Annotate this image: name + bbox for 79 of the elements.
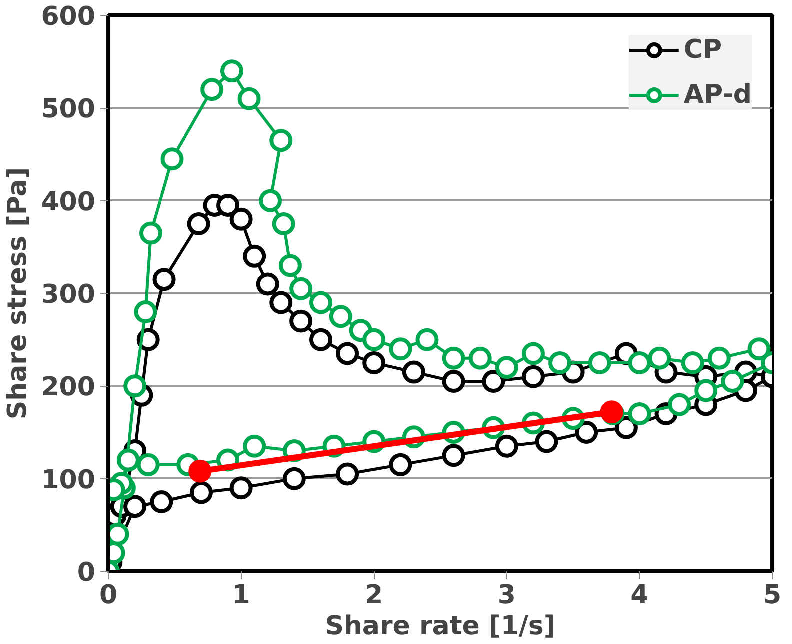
x-tick-label: 5 <box>763 580 782 610</box>
point <box>389 338 412 361</box>
y-tick-label: 200 <box>41 372 96 403</box>
point <box>124 495 147 518</box>
legend-label: AP-d <box>684 80 752 110</box>
point <box>256 272 280 296</box>
point <box>200 78 224 102</box>
x-tick-label: 1 <box>232 580 250 610</box>
point <box>216 194 240 217</box>
x-axis-title: Share rate [1/s] <box>325 612 556 642</box>
point <box>402 360 426 384</box>
y-tick-label: 400 <box>41 187 96 218</box>
point <box>190 481 213 504</box>
point <box>309 328 332 352</box>
point <box>230 208 253 231</box>
point <box>336 462 360 486</box>
point <box>188 460 212 483</box>
point <box>187 212 210 236</box>
point <box>362 352 386 374</box>
y-tick-label: 500 <box>41 94 96 125</box>
point <box>134 300 158 324</box>
point <box>139 222 162 245</box>
point <box>522 342 545 366</box>
point <box>116 448 140 472</box>
y-tick-label: 100 <box>41 465 96 496</box>
point <box>648 346 672 370</box>
point <box>160 148 184 171</box>
point <box>708 346 731 370</box>
point <box>220 60 244 83</box>
point <box>243 434 266 458</box>
point <box>270 291 293 314</box>
point <box>136 453 160 476</box>
point <box>278 254 302 278</box>
point <box>694 379 718 402</box>
point <box>270 129 293 152</box>
point <box>124 374 147 398</box>
point <box>495 356 518 380</box>
point <box>238 87 261 110</box>
point <box>628 402 652 426</box>
point <box>272 212 296 236</box>
point <box>336 342 360 366</box>
point <box>442 444 466 468</box>
point <box>362 328 386 352</box>
point <box>282 467 306 490</box>
point <box>442 370 466 394</box>
y-tick-label: 600 <box>41 2 96 32</box>
legend-label: CP <box>684 35 722 65</box>
point <box>152 268 176 292</box>
point <box>259 189 282 212</box>
point <box>548 352 572 374</box>
x-tick-label: 4 <box>630 580 649 610</box>
point <box>290 310 313 333</box>
point <box>721 370 744 394</box>
point <box>389 453 412 476</box>
point <box>482 370 506 394</box>
point <box>748 338 771 361</box>
y-tick-label: 0 <box>77 558 96 588</box>
point <box>150 490 174 514</box>
y-axis-title: Share stress [Pa] <box>3 167 34 420</box>
point <box>522 365 545 388</box>
point <box>309 291 332 314</box>
point <box>442 346 466 370</box>
point <box>329 305 352 328</box>
point <box>668 393 692 416</box>
point <box>628 352 652 374</box>
point <box>495 434 518 458</box>
x-tick-label: 3 <box>498 580 516 610</box>
point <box>468 346 492 370</box>
point <box>416 328 439 352</box>
x-tick-label: 2 <box>365 580 384 610</box>
point <box>243 244 266 268</box>
y-tick-label: 300 <box>41 280 96 310</box>
point <box>230 476 253 500</box>
point <box>588 352 612 374</box>
point <box>535 430 558 454</box>
point <box>681 352 704 374</box>
point <box>290 277 313 300</box>
x-tick-label: 0 <box>99 580 118 610</box>
point <box>575 421 598 444</box>
